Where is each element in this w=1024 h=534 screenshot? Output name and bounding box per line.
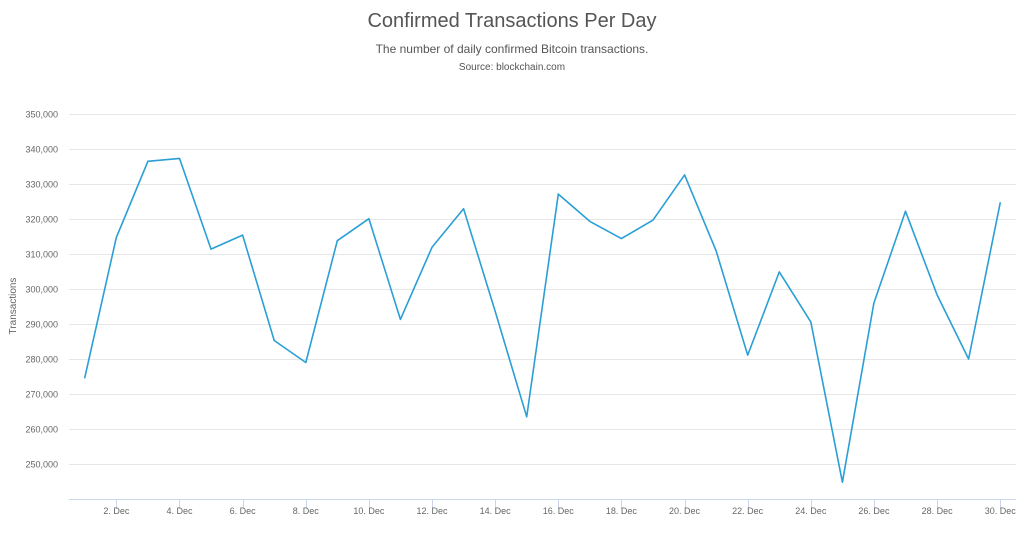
- x-tick-label: 30. Dec: [985, 506, 1017, 516]
- data-point: [841, 481, 843, 483]
- x-tick-label: 20. Dec: [669, 506, 701, 516]
- y-tick-label: 250,000: [25, 460, 58, 470]
- y-axis-ticks: 250,000 260,000 270,000 280,000 290,000 300,0…: [25, 110, 58, 470]
- data-point: [715, 250, 717, 252]
- data-point: [210, 248, 212, 250]
- data-point: [494, 310, 496, 312]
- series-line: [84, 157, 1002, 484]
- y-tick-label: 320,000: [25, 215, 58, 225]
- x-tick-label: 2. Dec: [103, 506, 130, 516]
- data-point: [431, 246, 433, 248]
- data-point: [179, 157, 180, 159]
- data-point: [620, 238, 622, 240]
- data-point: [242, 234, 244, 236]
- y-tick-label: 350,000: [25, 110, 58, 120]
- x-tick-label: 8. Dec: [293, 506, 320, 516]
- x-tick-label: 26. Dec: [858, 506, 890, 516]
- y-axis-label: Transactions: [8, 278, 19, 335]
- data-point: [273, 340, 275, 341]
- x-axis-ticks: 2. Dec 4. Dec 6. Dec 8. Dec 10. Dec 12. Dec 14…: [103, 499, 1016, 516]
- x-tick-label: 14. Dec: [480, 506, 512, 516]
- y-tick-label: 290,000: [25, 320, 58, 330]
- data-point: [747, 354, 749, 356]
- data-point: [589, 220, 591, 222]
- data-point: [463, 208, 465, 210]
- chart-subtitle: The number of daily confirmed Bitcoin tr…: [375, 42, 649, 56]
- y-tick-label: 260,000: [25, 425, 58, 435]
- x-tick-label: 6. Dec: [230, 506, 257, 516]
- data-point: [84, 377, 86, 379]
- x-tick-label: 12. Dec: [417, 506, 449, 516]
- y-tick-label: 300,000: [25, 285, 58, 295]
- x-tick-label: 4. Dec: [166, 506, 193, 516]
- data-point: [968, 358, 970, 360]
- y-tick-label: 340,000: [25, 145, 58, 155]
- chart-source: Source: blockchain.com: [458, 62, 566, 73]
- data-point: [684, 174, 686, 176]
- data-point: [147, 160, 149, 162]
- x-tick-label: 16. Dec: [543, 506, 575, 516]
- y-tick-label: 310,000: [25, 250, 58, 260]
- grid-lines: [69, 114, 1016, 465]
- y-tick-label: 330,000: [25, 180, 58, 190]
- data-point: [936, 294, 938, 296]
- data-point: [873, 302, 875, 304]
- x-tick-label: 24. Dec: [795, 506, 827, 516]
- data-point: [115, 237, 117, 239]
- x-tick-label: 10. Dec: [353, 506, 385, 516]
- series-transactions: [84, 157, 1002, 484]
- data-point: [557, 193, 559, 195]
- data-point: [305, 362, 307, 363]
- x-tick-label: 22. Dec: [732, 506, 764, 516]
- x-tick-label: 28. Dec: [922, 506, 954, 516]
- data-point: [368, 218, 370, 220]
- data-point: [999, 202, 1001, 204]
- data-point: [399, 318, 401, 320]
- y-tick-label: 270,000: [25, 390, 58, 400]
- data-point: [810, 321, 812, 323]
- data-point: [905, 210, 906, 212]
- data-point: [336, 240, 338, 242]
- x-tick-label: 18. Dec: [606, 506, 638, 516]
- data-point: [778, 271, 780, 273]
- data-point: [652, 219, 654, 221]
- y-tick-label: 280,000: [25, 355, 58, 365]
- chart-title: Confirmed Transactions Per Day: [367, 10, 657, 32]
- data-point: [526, 416, 528, 418]
